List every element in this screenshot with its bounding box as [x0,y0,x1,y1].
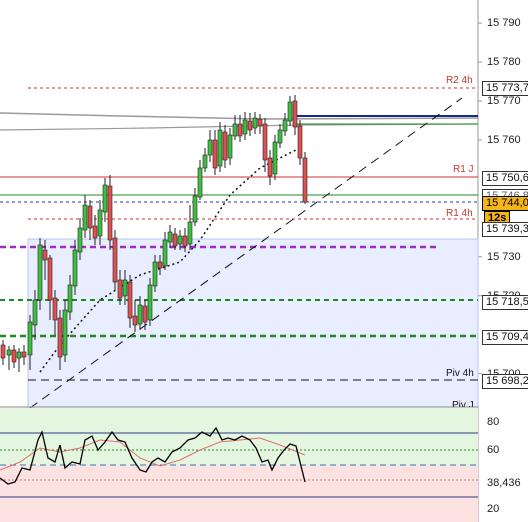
bullish-candle [207,139,213,156]
bearish-candle [172,233,178,247]
stoch-d-line [0,437,306,471]
bullish-candle [67,284,73,313]
bullish-candle [72,249,78,287]
bearish-candle [157,261,163,269]
gray-ma-line-1 [0,112,479,120]
bullish-candle [97,209,103,237]
bullish-candle [227,134,233,159]
bearish-candle [222,131,228,161]
bullish-candle [37,244,43,301]
bullish-candle [82,204,88,231]
bullish-candle [197,167,203,198]
bearish-candle [11,349,17,363]
price-tick-label: 15 770 [487,95,521,107]
bullish-candle [167,231,173,243]
current-price-tag: 15 744,0 [482,196,528,211]
piv-4h-price-tag: 15 698,2 [482,374,528,389]
bullish-candle [16,351,22,359]
bullish-candle [152,261,158,287]
price-tick-label: 15 780 [487,56,521,69]
bearish-candle [52,297,58,321]
r1-4h-label: R1 4h [446,208,473,219]
r2-4h-label: R2 4h [446,75,473,86]
bearish-candle [117,279,123,299]
stoch-lower-zone [0,465,478,522]
bearish-candle [267,157,273,177]
bullish-candle [202,154,208,169]
bullish-candle [187,221,193,245]
bullish-candle [252,117,258,129]
bullish-candle [282,119,288,132]
r1-4h-price-tag: 15 739,3 [482,222,528,237]
piv-j-label: Piv J [452,400,474,407]
green-level-2-price-tag: 15 709,4 [482,330,528,345]
bullish-candle [272,141,278,175]
bullish-candle [77,227,83,253]
piv-4h-label: Piv 4h [446,368,474,379]
stoch-k-line [0,426,306,485]
stoch-level-20: 20 [487,503,500,515]
r2-4h-price-tag: 15 773,7 [482,81,528,96]
bullish-candle [27,321,33,356]
bullish-candle [162,239,168,267]
bearish-candle [297,125,303,159]
bearish-candle [92,225,98,239]
bullish-candle [242,119,248,135]
bearish-candle [21,351,27,358]
bullish-candle [277,129,283,144]
bearish-candle [262,123,268,161]
stoch-upper-zone [0,408,478,465]
stoch-level-60: 60 [487,444,500,456]
price-tick-label: 15 760 [487,133,521,146]
bearish-candle [42,249,48,261]
bearish-candle [302,157,308,203]
price-tick-label: 15 730 [487,250,521,263]
bearish-candle [0,344,6,359]
bearish-candle [57,317,63,358]
r1-j-price-tag: 15 750,6 [482,171,528,186]
bullish-candle [287,101,293,122]
bullish-candle [147,284,153,321]
bearish-candle [127,281,133,319]
bullish-candle [192,195,198,223]
bullish-candle [6,349,12,356]
stoch-level-80: 80 [487,416,500,428]
bearish-candle [212,139,218,169]
bearish-candle [142,305,148,323]
bullish-candle [137,304,143,325]
stoch-value: 38,436 [487,477,521,489]
bearish-candle [182,235,188,247]
bullish-candle [32,299,38,326]
bullish-candle [102,184,108,213]
bullish-candle [177,235,183,245]
bearish-candle [257,118,263,127]
support-zone [27,238,479,408]
bullish-candle [217,129,223,167]
r1-j-label: R1 J [453,164,474,175]
bearish-candle [132,315,138,326]
dashed-trendline [29,97,463,409]
bearish-candle [237,123,243,137]
bearish-candle [87,205,93,229]
bearish-candle [107,185,113,241]
bearish-candle [292,100,298,128]
bullish-candle [232,123,238,137]
bullish-candle [62,309,68,356]
bearish-candle [47,257,53,301]
green-level-1-price-tag: 15 718,5 [482,295,528,310]
bullish-candle [122,279,128,297]
price-tick-label: 15 790 [487,17,521,30]
bearish-candle [112,237,118,283]
bearish-candle [247,120,253,131]
